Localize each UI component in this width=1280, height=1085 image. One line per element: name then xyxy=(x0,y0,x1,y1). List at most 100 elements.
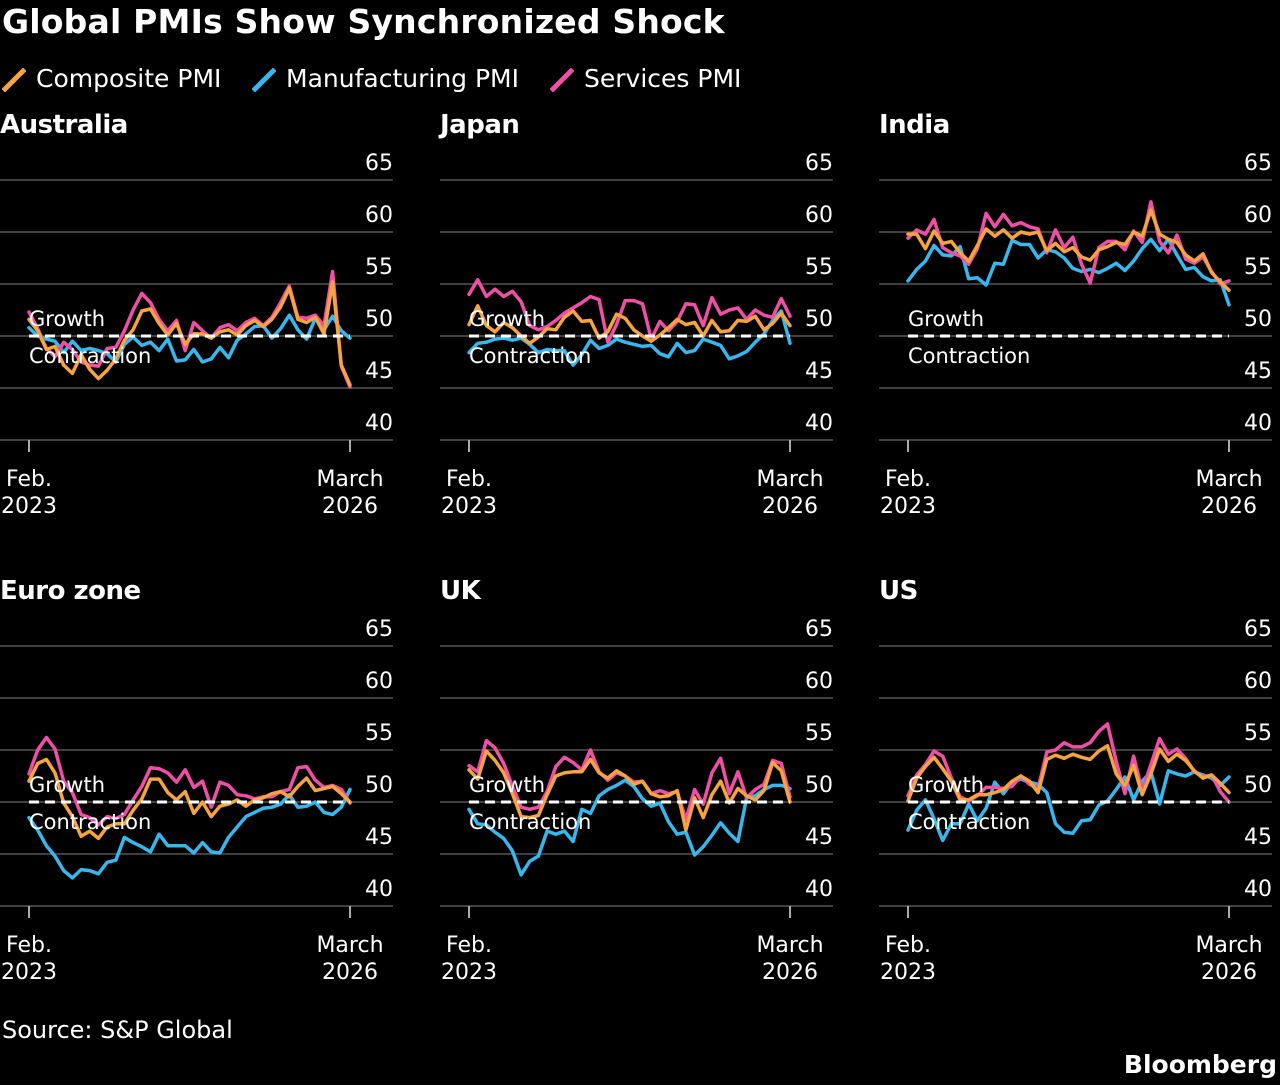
y-tick-label: 50 xyxy=(365,773,393,798)
x-tick-label: 2023 xyxy=(880,494,936,519)
x-tick-label: 2026 xyxy=(1201,960,1257,985)
y-tick-label: 60 xyxy=(805,669,833,694)
y-tick-label: 50 xyxy=(805,773,833,798)
panel-japan: Japan 40 45 50 55 60 65 Feb. 2023 March 2026 Growt… xyxy=(440,110,840,530)
series-line-manufacturing-pmi xyxy=(27,787,352,880)
panel-title-euro-zone: Euro zone xyxy=(0,576,141,606)
x-tick-label: March xyxy=(316,933,383,958)
y-tick-label: 45 xyxy=(805,825,833,850)
y-tick-label: 55 xyxy=(365,255,393,280)
y-tick-label: 50 xyxy=(365,307,393,332)
contraction-label: Contraction xyxy=(29,810,151,834)
y-tick-label: 55 xyxy=(805,721,833,746)
y-tick-label: 60 xyxy=(365,203,393,228)
y-tick-label: 40 xyxy=(805,877,833,902)
x-tick-label: 2026 xyxy=(322,960,378,985)
contraction-label: Contraction xyxy=(908,810,1030,834)
chart-title: Global PMIs Show Synchronized Shock xyxy=(2,2,725,41)
series-line-manufacturing-pmi xyxy=(467,778,792,877)
legend-swatch-services xyxy=(550,68,574,92)
x-tick-label: Feb. xyxy=(446,467,492,492)
source-note: Source: S&P Global xyxy=(2,1016,233,1044)
series-line-manufacturing-pmi xyxy=(906,769,1231,843)
panel-india: India 40 45 50 55 60 65 Feb. 2023 March 2026 Growt… xyxy=(879,110,1279,530)
y-tick-label: 65 xyxy=(805,617,833,642)
growth-label: Growth xyxy=(469,307,545,331)
x-tick-label: 2023 xyxy=(1,960,57,985)
series-line-composite-pmi xyxy=(27,280,352,387)
x-tick-label: 2023 xyxy=(880,960,936,985)
x-tick-label: 2026 xyxy=(762,960,818,985)
x-tick-label: 2023 xyxy=(1,494,57,519)
x-tick-label: Feb. xyxy=(6,933,52,958)
series-line-composite-pmi xyxy=(906,744,1231,803)
legend-label-manufacturing: Manufacturing PMI xyxy=(286,64,519,93)
y-tick-label: 40 xyxy=(365,877,393,902)
x-tick-label: Feb. xyxy=(885,933,931,958)
x-tick-label: March xyxy=(756,467,823,492)
legend-swatch-composite xyxy=(2,68,26,92)
y-tick-label: 50 xyxy=(805,307,833,332)
panel-title-australia: Australia xyxy=(0,110,128,140)
panel-euro-zone: Euro zone 40 45 50 55 60 65 Feb. 2023 March 2026 G… xyxy=(0,576,400,996)
panel-uk: UK 40 45 50 55 60 65 Feb. 2023 March 2026 Growth Co… xyxy=(440,576,840,996)
x-tick-label: 2023 xyxy=(441,494,497,519)
panel-title-uk: UK xyxy=(440,576,481,606)
x-tick-label: March xyxy=(1195,933,1262,958)
panel-title-us: US xyxy=(879,576,918,606)
legend-swatch-manufacturing xyxy=(252,68,276,92)
legend-mark-composite xyxy=(2,68,26,92)
x-tick-label: 2026 xyxy=(322,494,378,519)
y-tick-label: 40 xyxy=(365,411,393,436)
x-tick-label: 2026 xyxy=(1201,494,1257,519)
y-tick-label: 50 xyxy=(1244,773,1272,798)
contraction-label: Contraction xyxy=(908,344,1030,368)
series-line-services-pmi xyxy=(27,735,352,827)
y-tick-label: 60 xyxy=(805,203,833,228)
y-tick-label: 65 xyxy=(805,151,833,176)
y-tick-label: 55 xyxy=(1244,721,1272,746)
series-line-services-pmi xyxy=(906,722,1231,804)
y-tick-label: 40 xyxy=(805,411,833,436)
y-tick-label: 45 xyxy=(365,825,393,850)
contraction-label: Contraction xyxy=(29,344,151,368)
x-tick-label: March xyxy=(756,933,823,958)
x-tick-label: 2023 xyxy=(441,960,497,985)
growth-label: Growth xyxy=(908,307,984,331)
y-tick-label: 55 xyxy=(805,255,833,280)
y-tick-label: 65 xyxy=(1244,617,1272,642)
y-tick-label: 45 xyxy=(1244,825,1272,850)
contraction-label: Contraction xyxy=(469,344,591,368)
y-tick-label: 40 xyxy=(1244,411,1272,436)
y-tick-label: 55 xyxy=(1244,255,1272,280)
growth-label: Growth xyxy=(29,307,105,331)
series-line-services-pmi xyxy=(467,278,792,344)
series-line-manufacturing-pmi xyxy=(27,313,352,364)
legend-label-composite: Composite PMI xyxy=(36,64,222,93)
legend-mark-manufacturing xyxy=(252,68,276,92)
y-tick-label: 40 xyxy=(1244,877,1272,902)
y-tick-label: 60 xyxy=(365,669,393,694)
y-tick-label: 45 xyxy=(1244,359,1272,384)
x-tick-label: Feb. xyxy=(446,933,492,958)
y-tick-label: 50 xyxy=(1244,307,1272,332)
contraction-label: Contraction xyxy=(469,810,591,834)
growth-label: Growth xyxy=(908,773,984,797)
y-tick-label: 65 xyxy=(1244,151,1272,176)
panel-australia: Australia 40 45 50 55 60 65 Feb. 2023 March 2026 G… xyxy=(0,110,400,530)
y-tick-label: 45 xyxy=(805,359,833,384)
panel-us: US 40 45 50 55 60 65 Feb. 2023 March 2026 Growth Co… xyxy=(879,576,1279,996)
series-line-composite-pmi xyxy=(467,749,792,832)
x-tick-label: 2026 xyxy=(762,494,818,519)
growth-label: Growth xyxy=(29,773,105,797)
y-tick-label: 65 xyxy=(365,151,393,176)
x-tick-label: March xyxy=(316,467,383,492)
series-line-composite-pmi xyxy=(906,208,1231,292)
bloomberg-logo: Bloomberg xyxy=(1123,1050,1277,1079)
x-tick-label: March xyxy=(1195,467,1262,492)
